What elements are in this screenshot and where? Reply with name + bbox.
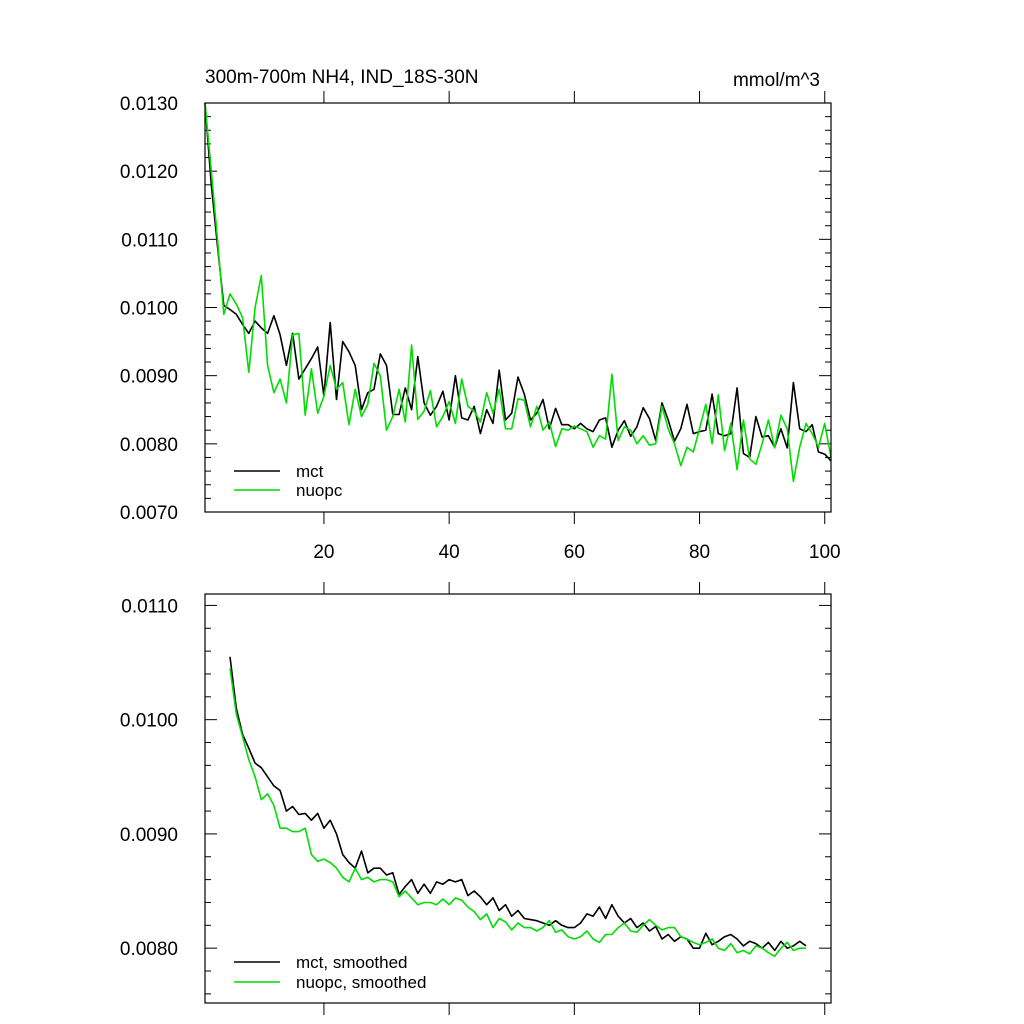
top-y-tick-label: 0.0100 xyxy=(120,299,178,320)
top-series-line-mct xyxy=(204,102,832,462)
top-y-tick-label: 0.0090 xyxy=(120,367,178,388)
top-series xyxy=(204,102,832,483)
top-x-tick-label: 80 xyxy=(689,542,710,563)
bottom-series-line-nuopc-smoothed xyxy=(229,668,806,958)
top-y-tick-label: 0.0080 xyxy=(120,435,178,456)
top-y-tick-label: 0.0120 xyxy=(120,162,178,183)
bottom-legend: mct, smoothed nuopc, smoothed xyxy=(234,953,426,992)
chart-title: 300m-700m NH4, IND_18S-30N xyxy=(205,67,479,88)
bottom-y-tick-label: 0.0090 xyxy=(120,825,178,846)
top-axis-ticks xyxy=(205,91,831,524)
bottom-y-tick-labels: 0.0080 0.0090 0.0100 0.0110 xyxy=(120,596,178,960)
bottom-y-tick-label: 0.0100 xyxy=(120,711,178,732)
top-x-tick-labels: 20 40 60 80 100 xyxy=(313,542,840,563)
legend-label-nuopc: nuopc xyxy=(296,481,343,500)
top-series-line-nuopc xyxy=(204,102,832,483)
legend-label-mct-smoothed: mct, smoothed xyxy=(296,953,408,972)
bottom-y-tick-label: 0.0080 xyxy=(120,939,178,960)
top-y-tick-label: 0.0070 xyxy=(120,503,178,524)
top-y-tick-label: 0.0110 xyxy=(121,230,178,251)
top-x-tick-label: 60 xyxy=(564,542,585,563)
bottom-y-tick-label: 0.0110 xyxy=(121,596,178,617)
top-x-tick-label: 20 xyxy=(313,542,334,563)
bottom-axis-ticks xyxy=(205,582,831,1015)
top-y-tick-labels: 0.0070 0.0080 0.0090 0.0100 0.0110 0.0120 0.01… xyxy=(120,94,178,524)
legend-label-nuopc-smoothed: nuopc, smoothed xyxy=(296,973,426,992)
top-legend: mct nuopc xyxy=(234,462,343,500)
bottom-plot-frame xyxy=(204,593,832,1004)
bottom-panel: 0.0080 0.0090 0.0100 0.0110 mct, smoothed n… xyxy=(120,582,832,1015)
top-x-tick-label: 100 xyxy=(809,542,841,563)
chart-units: mmol/m^3 xyxy=(733,70,820,91)
legend-label-mct: mct xyxy=(296,462,324,481)
top-panel: 300m-700m NH4, IND_18S-30N mmol/m^3 0.00… xyxy=(120,67,841,563)
top-x-tick-label: 40 xyxy=(439,542,460,563)
bottom-series xyxy=(229,656,807,958)
top-plot-frame xyxy=(204,102,832,513)
top-y-tick-label: 0.0130 xyxy=(120,94,178,115)
